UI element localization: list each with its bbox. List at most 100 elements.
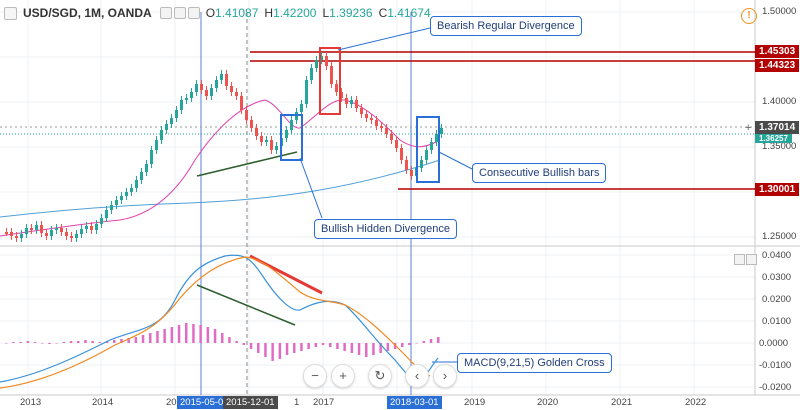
zoom-in-button[interactable]: + xyxy=(331,364,355,388)
candle-body xyxy=(140,172,143,180)
histogram-bar xyxy=(235,341,238,343)
time-highlight-2015-05: 2015-05-01 xyxy=(177,396,232,409)
candle-body xyxy=(390,134,393,140)
candle-body xyxy=(55,228,58,230)
candle-body xyxy=(420,160,423,168)
histogram-bar xyxy=(26,341,30,343)
candle-body xyxy=(70,236,73,238)
candle-body xyxy=(185,98,188,100)
time-axis-label: 2014 xyxy=(92,397,114,408)
callout-consecutive-bullish[interactable]: Consecutive Bullish bars xyxy=(472,163,607,183)
close-label: C xyxy=(378,6,388,20)
settings-icon[interactable] xyxy=(159,7,172,19)
histogram-bar xyxy=(365,343,368,357)
time-axis-label: 20 xyxy=(166,397,177,408)
close-icon[interactable] xyxy=(173,7,186,19)
candle-body xyxy=(300,104,303,112)
consecutive-bars-highlight-box[interactable] xyxy=(416,116,440,183)
candle-body xyxy=(360,108,363,114)
candle-body xyxy=(435,134,438,142)
candle-body xyxy=(205,90,208,96)
candle-body xyxy=(410,170,413,176)
candle-body xyxy=(305,80,308,104)
candle-body xyxy=(170,118,173,124)
price-axis-label: 1.50000 xyxy=(762,6,797,17)
histogram-bar xyxy=(120,339,123,343)
candle-body xyxy=(135,180,138,188)
candle-body xyxy=(110,205,113,210)
histogram-bar xyxy=(379,343,382,353)
histogram-bar xyxy=(77,341,80,343)
histogram-bar xyxy=(350,343,354,353)
histogram-bar xyxy=(314,343,318,347)
macd-axis-label: 0.0100 xyxy=(762,316,792,327)
bearish-highlight-box[interactable] xyxy=(319,47,341,115)
candle-body xyxy=(370,118,373,120)
histogram-bar xyxy=(33,342,37,343)
candle-body xyxy=(400,148,403,160)
candle-body xyxy=(250,120,253,128)
candle-body xyxy=(290,120,293,130)
macd-axis-label: -0.0100 xyxy=(759,360,792,371)
scroll-back-button[interactable]: ‹ xyxy=(405,364,429,388)
histogram-bar xyxy=(343,343,346,351)
histogram-bar xyxy=(206,327,210,343)
scroll-forward-button[interactable]: › xyxy=(433,364,457,388)
candle-body xyxy=(425,150,428,160)
visibility-icon[interactable] xyxy=(4,6,17,20)
histogram-bar xyxy=(213,329,217,343)
candle-body xyxy=(120,196,123,200)
histogram-bar xyxy=(91,341,94,343)
histogram-bar xyxy=(170,327,174,343)
histogram-bar xyxy=(329,343,332,347)
price-tag-last: 1.36257 xyxy=(755,134,792,143)
histogram-bar xyxy=(199,325,202,343)
candle-body xyxy=(355,100,358,108)
callout-bearish-divergence[interactable]: Bearish Regular Divergence xyxy=(430,16,582,36)
histogram-bar xyxy=(300,343,303,351)
candle-body xyxy=(275,146,278,150)
macd-axis-label: 0.0200 xyxy=(762,294,792,305)
histogram-bar xyxy=(401,343,404,347)
callout-macd-golden-cross[interactable]: MACD(9,21,5) Golden Cross xyxy=(457,353,612,373)
zoom-out-button[interactable]: − xyxy=(303,364,327,388)
bullish-divergence-macd-line[interactable] xyxy=(196,284,296,326)
pane-settings-icon[interactable] xyxy=(746,254,757,265)
histogram-bar xyxy=(264,343,267,357)
candle-body xyxy=(335,84,338,92)
time-highlight-2015-12: 2015-12-01 xyxy=(223,396,278,409)
histogram-bar xyxy=(386,343,390,351)
candle-body xyxy=(85,226,88,229)
candle-body xyxy=(215,80,218,88)
pane-maximize-icon[interactable] xyxy=(734,254,745,265)
warning-icon[interactable]: ! xyxy=(741,8,757,24)
histogram-bar xyxy=(141,335,145,343)
callout-bullish-hidden-divergence[interactable]: Bullish Hidden Divergence xyxy=(314,219,458,239)
candle-body xyxy=(10,232,13,236)
time-axis-label: 1 xyxy=(294,397,300,408)
macd-axis-label: 0.0400 xyxy=(762,250,792,261)
candle-body xyxy=(345,98,348,104)
crosshair-plus-icon[interactable]: + xyxy=(745,122,752,134)
candle-body xyxy=(210,88,213,96)
macd-axis-label: 0.0300 xyxy=(762,272,792,283)
candle-body xyxy=(375,120,378,126)
candle-body xyxy=(440,128,443,134)
low-value: 1.39236 xyxy=(329,6,373,20)
histogram-bar xyxy=(278,343,282,359)
candle-body xyxy=(330,66,333,84)
more-icon[interactable] xyxy=(187,7,200,19)
candle-body xyxy=(270,140,273,150)
histogram-bar xyxy=(429,339,433,343)
reset-chart-button[interactable]: ↻ xyxy=(368,364,392,388)
candle-body xyxy=(165,124,168,130)
macd-axis-label: 0.0000 xyxy=(759,338,789,349)
symbol-title[interactable]: USD/SGD, 1M, OANDA xyxy=(23,6,152,20)
bullish-hidden-highlight-box[interactable] xyxy=(280,114,303,161)
candle-body xyxy=(310,68,313,80)
candle-body xyxy=(235,92,238,96)
price-tag-resistance-2: 1.44323 xyxy=(755,59,800,72)
histogram-bar xyxy=(372,343,375,355)
histogram-bar xyxy=(69,341,73,343)
